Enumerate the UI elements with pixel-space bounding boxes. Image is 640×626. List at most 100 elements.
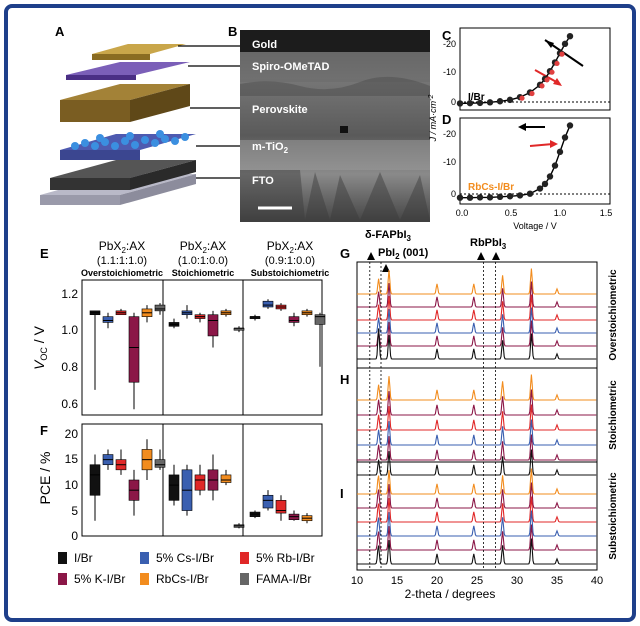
voc-plot: 1.2 1.0 0.8 0.6 VOC / V [31,279,326,416]
jv-point [456,100,464,107]
jv-point-reverse [519,95,525,101]
svg-text:5% Cs-I/Br: 5% Cs-I/Br [156,551,214,565]
legend-item-cs: 5% Cs-I/Br [140,551,214,565]
pce-ytick: 5 [71,504,78,518]
legend-item-rb: 5% Rb-I/Br [240,551,315,565]
xrd-trace [357,374,597,401]
svg-text:15: 15 [391,575,403,587]
layer-label-mtio2: m-TiO2 [252,141,289,155]
box [262,494,274,509]
jv-point [556,148,564,156]
peak-label-rbpbi3: RbPbI3 [470,237,507,251]
voc-ytick: 0.8 [61,360,78,374]
jv-point-reverse [544,77,550,83]
jv-point-reverse [539,83,545,89]
box [154,459,166,468]
svg-text:PbX2:AX: PbX2:AX [267,239,313,255]
svg-text:Overstoichiometric: Overstoichiometric [81,268,163,278]
jv-point [476,194,484,201]
jv-xtick: 1.5 [600,208,613,218]
box [154,304,166,312]
xrd-trace [357,524,597,551]
layer-label-gold: Gold [252,39,277,51]
svg-text:2-theta / degrees: 2-theta / degrees [405,587,496,601]
svg-text:Substoichiometric: Substoichiometric [251,268,330,278]
box [194,474,206,491]
xrd-trace [357,294,597,321]
panel-letter-a: A [55,24,65,39]
box [314,314,326,325]
xrd-axis: 10 15 20 25 30 35 40 2-theta / degrees [351,575,603,601]
svg-text:5% Rb-I/Br: 5% Rb-I/Br [256,551,315,565]
jv-point [551,162,559,169]
box [220,474,232,483]
panel-letter-i: I [340,486,344,501]
svg-text:(1.1:1:1.0): (1.1:1:1.0) [97,255,147,267]
svg-text:35: 35 [551,575,563,587]
sem-cross-section: Gold Spiro-OMeTAD Perovskite m-TiO2 FTO [240,30,430,222]
panel-letter-e: E [40,246,49,261]
jv-point [486,194,494,201]
jv-xlabel: Voltage / V [513,221,557,231]
jv-point-reverse [559,51,565,57]
voc-ytick: 1.2 [61,287,78,301]
xrd-side-labels: Overstoichiometric Stoichiometric Substo… [608,269,619,560]
svg-text:FAMA-I/Br: FAMA-I/Br [256,572,311,586]
pce-ytick: 15 [65,452,79,466]
jv-xtick: 1.0 [554,208,567,218]
box [288,316,300,323]
group-header-stoich: PbX2:AX (1.0:1:0.0) Stoichiometric [172,239,235,278]
pce-ytick: 10 [65,478,79,492]
xrd-trace [357,510,597,537]
jv-point-reverse [554,60,560,67]
jv-point [466,194,474,201]
jv-point [506,96,514,104]
box [128,316,140,383]
box [168,474,180,501]
jv-point [496,98,504,105]
svg-text:I/Br: I/Br [74,551,93,565]
xrd-trace [357,404,597,431]
jv-d-ytick: -10 [443,157,456,167]
pce-plot: 20 15 10 5 0 PCE / % [37,423,323,543]
jv-plot-d: RbCs-I/Br [456,117,611,205]
group-header-sub: PbX2:AX (0.9:1:0.0) Substoichiometric [251,239,330,278]
svg-text:40: 40 [591,575,603,587]
pce-ytick: 20 [65,427,79,441]
svg-text:PbX2:AX: PbX2:AX [99,239,145,255]
xrd-trace [357,538,597,565]
xrd-trace [357,468,597,495]
layer-label-spiro: Spiro-OMeTAD [252,61,329,73]
voc-ylabel: VOC / V [31,325,49,370]
xrd-trace [357,434,597,461]
jv-c-label: I/Br [468,92,485,103]
peak-label-pbi2: PbI2 (001) [378,247,429,261]
xrd-trace [357,449,597,476]
xrd-trace [357,328,597,360]
svg-text:5% K-I/Br: 5% K-I/Br [74,572,125,586]
jv-xtick: 0.0 [456,208,469,218]
jv-point [456,194,464,201]
layer-label-fto: FTO [252,175,274,187]
jv-point [516,192,524,199]
xrd-trace [357,419,597,446]
jv-point [541,180,549,188]
box [207,314,219,337]
svg-text:RbCs-I/Br: RbCs-I/Br [156,572,209,586]
jv-ylabel: J / mA·cm-2 [428,95,438,143]
svg-text:30: 30 [511,575,523,587]
jv-point [486,99,494,106]
jv-point [476,99,484,107]
jv-point-reverse [529,90,535,97]
xrd-trace [357,496,597,523]
panel-letter-f: F [40,423,48,438]
pce-ylabel: PCE / % [37,452,53,505]
box [262,300,274,308]
xrd-peak-labels: δ-FAPbI3 PbI2 (001) RbPbI3 [365,229,507,272]
box [275,500,287,514]
panel-letter-h: H [340,372,349,387]
xrd-trace [357,320,597,347]
xrd-trace [357,307,597,334]
panel-letter-d: D [442,112,451,127]
jv-c-ytick: 0 [451,97,456,107]
